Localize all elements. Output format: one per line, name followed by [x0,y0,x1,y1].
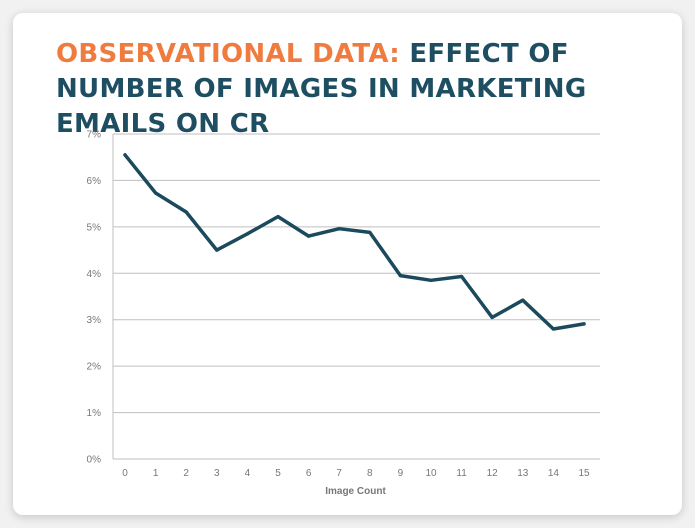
data-point [582,322,586,326]
x-tick-label: 5 [275,468,281,479]
x-tick-label: 11 [456,468,467,479]
x-axis-title: Image Count [325,486,386,497]
data-point [337,227,341,231]
data-point [123,153,127,157]
data-point [521,298,525,302]
x-tick-label: 12 [487,468,499,479]
series-line [123,153,586,331]
x-tick-label: 0 [122,468,128,479]
x-tick-label: 3 [214,468,220,479]
y-tick-label: 4% [87,269,102,280]
data-point [460,274,464,279]
data-point [245,232,249,236]
data-point [184,210,188,214]
x-tick-label: 7 [336,468,342,479]
y-tick-label: 2% [87,362,102,373]
y-tick-label: 6% [87,176,102,187]
data-point [307,234,311,238]
data-point [398,274,402,278]
series-layer [123,153,586,331]
data-point [154,191,158,195]
data-point [368,230,372,235]
chart-card [13,13,682,515]
x-tick-label: 14 [548,468,560,479]
y-tick-label: 1% [87,408,102,419]
x-axis-tick-labels: 0 1 2 3 4 5 6 7 8 9 10 11 12 13 14 15 [122,468,590,479]
data-point [490,315,494,319]
data-point [551,327,556,331]
x-tick-label: 15 [578,468,590,479]
data-point [276,215,280,219]
y-tick-label: 3% [87,315,102,326]
y-axis-tick-labels: 0% 1% 2% 3% 4% 5% 6% 7% [87,130,102,466]
x-tick-label: 4 [245,468,251,479]
x-tick-label: 2 [183,468,189,479]
x-tick-label: 6 [306,468,312,479]
x-tick-label: 13 [517,468,529,479]
data-point [429,278,433,282]
x-tick-label: 8 [367,468,373,479]
y-tick-label: 5% [87,222,102,233]
x-tick-label: 9 [398,468,404,479]
data-point [215,248,219,252]
y-tick-label: 7% [87,130,102,141]
x-tick-label: 1 [153,468,159,479]
x-tick-label: 10 [425,468,437,479]
gridlines [112,133,600,460]
chart-title-accent: OBSERVATIONAL DATA: [56,39,401,69]
y-tick-label: 0% [87,455,102,466]
